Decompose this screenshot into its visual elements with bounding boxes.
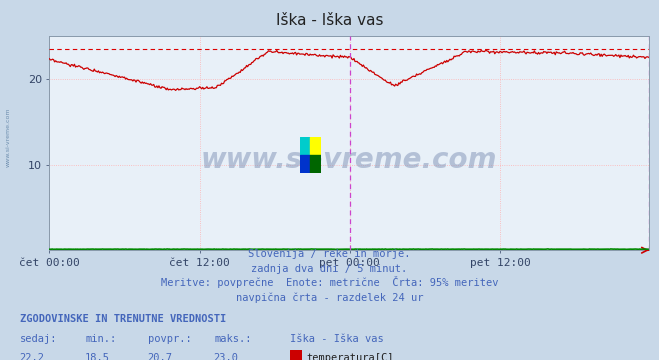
Text: ZGODOVINSKE IN TRENUTNE VREDNOSTI: ZGODOVINSKE IN TRENUTNE VREDNOSTI: [20, 314, 226, 324]
Text: 23,0: 23,0: [214, 353, 239, 360]
Bar: [310, 155, 321, 173]
Text: sedaj:: sedaj:: [20, 334, 57, 344]
Bar: [300, 137, 310, 155]
Text: 18,5: 18,5: [85, 353, 110, 360]
Text: www.si-vreme.com: www.si-vreme.com: [201, 146, 498, 174]
Text: www.si-vreme.com: www.si-vreme.com: [5, 107, 11, 167]
Text: Slovenija / reke in morje.: Slovenija / reke in morje.: [248, 249, 411, 260]
Text: Meritve: povprečne  Enote: metrične  Črta: 95% meritev: Meritve: povprečne Enote: metrične Črta:…: [161, 276, 498, 288]
Text: zadnja dva dni / 5 minut.: zadnja dva dni / 5 minut.: [251, 264, 408, 274]
Text: temperatura[C]: temperatura[C]: [306, 353, 394, 360]
Text: maks.:: maks.:: [214, 334, 252, 344]
Text: navpična črta - razdelek 24 ur: navpična črta - razdelek 24 ur: [236, 292, 423, 303]
Text: 22,2: 22,2: [19, 353, 44, 360]
Text: povpr.:: povpr.:: [148, 334, 192, 344]
Text: Iška - Iška vas: Iška - Iška vas: [275, 13, 384, 28]
Text: min.:: min.:: [86, 334, 117, 344]
Bar: [300, 155, 310, 173]
Text: Iška - Iška vas: Iška - Iška vas: [290, 334, 384, 344]
Text: 20,7: 20,7: [148, 353, 173, 360]
Bar: [310, 137, 321, 155]
